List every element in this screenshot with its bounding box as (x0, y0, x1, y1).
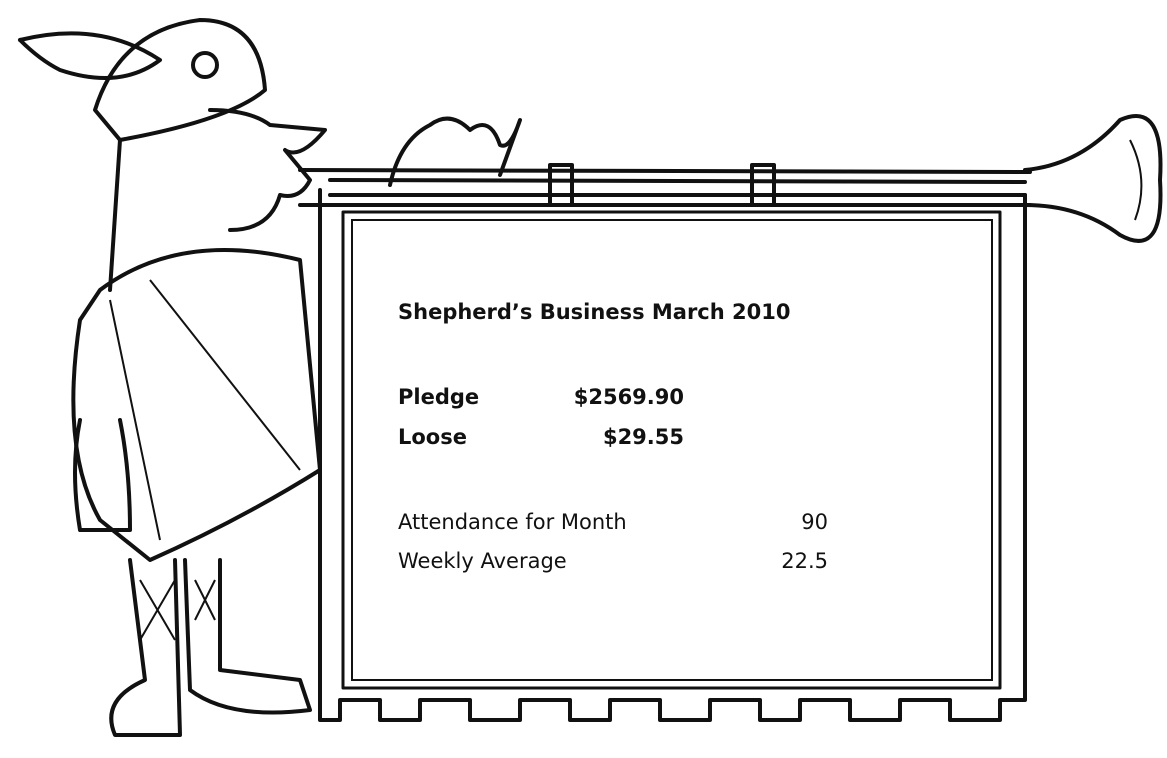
offering-label: Loose (398, 425, 467, 449)
offering-amount: $2569.90 (574, 385, 684, 409)
banner-text: Shepherd’s Business March 2010 Pledge $2… (398, 300, 828, 573)
title: Shepherd’s Business March 2010 (398, 300, 790, 324)
offering-amount: $29.55 (603, 425, 684, 449)
attendance-label: Weekly Average (398, 549, 567, 573)
herald-illustration (20, 20, 1161, 735)
page: Shepherd’s Business March 2010 Pledge $2… (0, 0, 1167, 758)
attendance-label: Attendance for Month (398, 510, 627, 534)
offering-label: Pledge (398, 385, 479, 409)
attendance-value: 22.5 (781, 549, 828, 573)
attendance-value: 90 (801, 510, 828, 534)
